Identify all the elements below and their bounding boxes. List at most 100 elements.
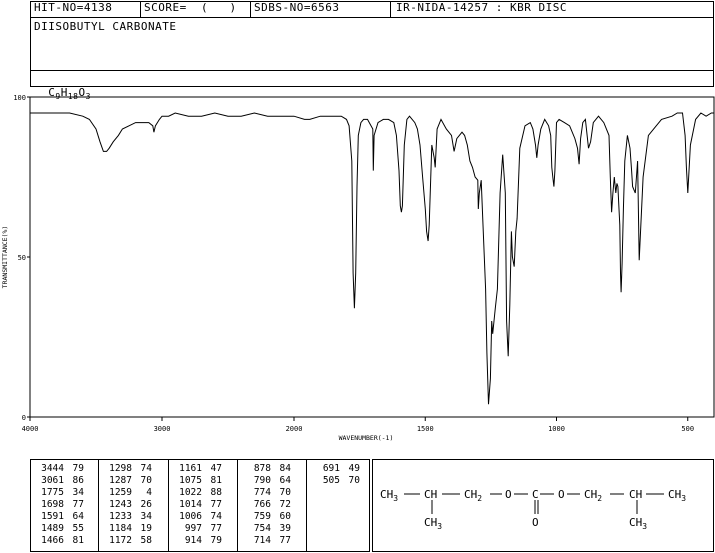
peak-wavenumber: 754 <box>253 523 271 534</box>
peak-transmittance: 39 <box>279 523 291 534</box>
peak-col-sep-4 <box>306 459 307 552</box>
peak-wavenumber: 714 <box>253 535 271 546</box>
carbonyl-carbon: C <box>532 488 539 501</box>
peak-transmittance: 81 <box>72 535 84 546</box>
header-sep-1 <box>140 1 141 17</box>
header-divider <box>30 17 714 18</box>
peak-col-sep-1 <box>98 459 99 552</box>
peak-transmittance: 72 <box>279 499 291 510</box>
ch3-right: CH3 <box>668 488 686 503</box>
oxygen-left: O <box>505 488 512 501</box>
spectrum-line <box>30 112 714 405</box>
peak-transmittance: 88 <box>210 487 222 498</box>
peak-transmittance: 77 <box>72 499 84 510</box>
ch-left: CH <box>424 488 437 501</box>
x-axis-ticks: 4000 3000 2000 1500 1000 500 <box>22 417 694 433</box>
y-axis-label: TRANSMITTANCE(%) <box>1 226 9 289</box>
peak-wavenumber: 1287 <box>109 475 132 486</box>
y-tick-label: 0 <box>22 414 26 422</box>
peak-transmittance: 64 <box>279 475 291 486</box>
peak-transmittance: 34 <box>140 511 152 522</box>
y-tick-label: 100 <box>13 94 26 102</box>
peak-wavenumber: 1184 <box>109 523 132 534</box>
peak-wavenumber: 1489 <box>41 523 64 534</box>
peak-transmittance: 70 <box>140 475 152 486</box>
structure-frame <box>372 459 714 552</box>
peak-transmittance: 77 <box>210 499 222 510</box>
peak-wavenumber: 1022 <box>179 487 202 498</box>
peak-col-sep-3 <box>237 459 238 552</box>
peak-transmittance: 49 <box>348 463 360 474</box>
peak-wavenumber: 774 <box>253 487 271 498</box>
peak-wavenumber: 1014 <box>179 499 202 510</box>
peak-transmittance: 58 <box>140 535 152 546</box>
ch3-left: CH3 <box>380 488 398 503</box>
hit-number: HIT-NO=4138 <box>34 1 113 14</box>
oxygen-right: O <box>558 488 565 501</box>
ir-spectrum-chart: 0 50 100 4000 3000 2000 1500 1000 500 WAVENUMBE… <box>1 94 715 442</box>
bonds <box>404 493 664 514</box>
peak-wavenumber: 1233 <box>109 511 132 522</box>
peak-wavenumber: 790 <box>253 475 271 486</box>
peak-transmittance: 19 <box>140 523 152 534</box>
peak-wavenumber: 1075 <box>179 475 202 486</box>
ch3-branch-left: CH3 <box>424 516 442 531</box>
peak-transmittance: 34 <box>72 487 84 498</box>
peak-transmittance: 26 <box>140 499 152 510</box>
x-axis-label: WAVENUMBER(-1) <box>339 434 394 442</box>
name-divider <box>30 70 714 71</box>
header-sep-2 <box>250 1 251 17</box>
carbonyl-oxygen: O <box>532 516 539 529</box>
x-tick-label: 500 <box>681 425 694 433</box>
peak-transmittance: 77 <box>210 523 222 534</box>
peak-transmittance: 60 <box>279 511 291 522</box>
peak-wavenumber: 1591 <box>41 511 64 522</box>
peak-transmittance: 47 <box>210 463 222 474</box>
y-axis-ticks: 0 50 100 <box>13 94 30 422</box>
peak-col-sep-2 <box>168 459 169 552</box>
peak-transmittance: 86 <box>72 475 84 486</box>
ch2-right: CH2 <box>584 488 602 503</box>
peak-transmittance: 55 <box>72 523 84 534</box>
peak-wavenumber: 914 <box>184 535 202 546</box>
peak-wavenumber: 505 <box>322 475 340 486</box>
peak-wavenumber: 766 <box>253 499 271 510</box>
x-tick-label: 1500 <box>417 425 434 433</box>
score: SCORE= ( ) <box>144 1 237 14</box>
peak-transmittance: 74 <box>140 463 152 474</box>
peak-transmittance: 70 <box>348 475 360 486</box>
peak-wavenumber: 878 <box>253 463 271 474</box>
peak-wavenumber: 1259 <box>109 487 132 498</box>
peak-transmittance: 64 <box>72 511 84 522</box>
peak-transmittance: 74 <box>210 511 222 522</box>
peak-wavenumber: 1006 <box>179 511 202 522</box>
peak-transmittance: 77 <box>279 535 291 546</box>
peak-table-frame <box>30 459 370 552</box>
chemical-structure: CH3 CH CH2 O C O CH2 CH CH3 CH3 O CH3 <box>380 488 686 531</box>
sdbs-number: SDBS-NO=6563 <box>254 1 340 14</box>
peak-transmittance: 4 <box>146 487 152 498</box>
peak-transmittance: 79 <box>210 535 222 546</box>
compound-name: DIISOBUTYL CARBONATE <box>34 20 177 33</box>
x-tick-label: 2000 <box>286 425 303 433</box>
peak-wavenumber: 691 <box>322 463 340 474</box>
x-tick-label: 3000 <box>154 425 171 433</box>
peak-transmittance: 81 <box>210 475 222 486</box>
ch2-left: CH2 <box>464 488 482 503</box>
ch-right: CH <box>629 488 642 501</box>
peak-wavenumber: 1466 <box>41 535 64 546</box>
peak-transmittance: 70 <box>279 487 291 498</box>
plot-frame <box>29 96 715 418</box>
peak-wavenumber: 1698 <box>41 499 64 510</box>
y-tick-label: 50 <box>18 254 26 262</box>
peak-wavenumber: 1243 <box>109 499 132 510</box>
header-sep-3 <box>390 1 391 17</box>
x-tick-label: 4000 <box>22 425 39 433</box>
x-tick-label: 1000 <box>548 425 565 433</box>
ir-info: IR-NIDA-14257 : KBR DISC <box>396 1 567 14</box>
peak-wavenumber: 759 <box>253 511 271 522</box>
peak-transmittance: 79 <box>72 463 84 474</box>
peak-wavenumber: 1775 <box>41 487 64 498</box>
peak-wavenumber: 3061 <box>41 475 64 486</box>
peak-wavenumber: 997 <box>184 523 202 534</box>
